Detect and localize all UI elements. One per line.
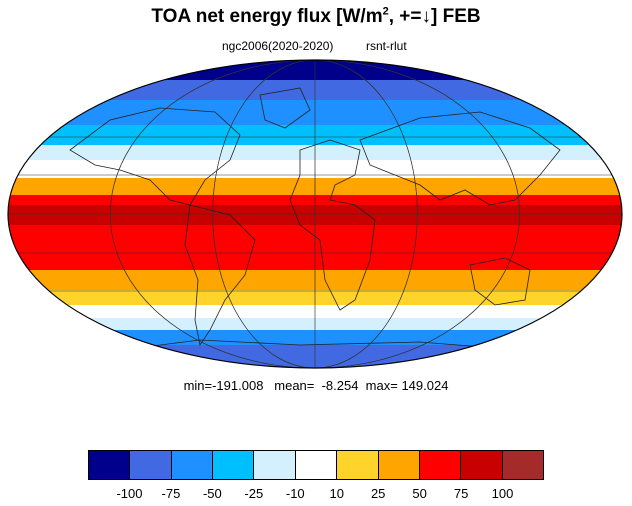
flux-band [8, 225, 622, 245]
flux-band [8, 205, 622, 225]
colorbar-segment [461, 451, 503, 479]
title-main: TOA net energy flux [W/m [151, 6, 383, 27]
colorbar-segment [171, 451, 214, 479]
plot-title: TOA net energy flux [W/m2, +=↓] FEB [0, 6, 632, 28]
colorbar-label: -75 [161, 486, 181, 501]
colorbar-segment [213, 451, 255, 479]
colorbar-segment [130, 451, 172, 479]
flux-band [8, 80, 622, 100]
colorbar-label: 50 [412, 486, 427, 501]
colorbar-segment [419, 451, 462, 479]
colorbar-segment [89, 451, 131, 479]
colorbar-label: 100 [491, 486, 514, 501]
title-suffix: , +=↓] FEB [388, 6, 481, 27]
colorbar-label: -50 [202, 486, 222, 501]
flux-band [8, 178, 622, 195]
meridian-line [110, 60, 520, 368]
flux-band [8, 290, 622, 305]
colorbar-label: -100 [116, 486, 143, 501]
subtitle-variable: rsnt-rlut [366, 39, 407, 53]
flux-band [8, 270, 622, 290]
flux-band [8, 330, 622, 345]
field-statistics: min=-191.008 mean= -8.254 max= 149.024 [183, 378, 449, 393]
graticule [8, 60, 622, 368]
title-superscript: 2 [382, 5, 389, 18]
colorbar-label: -10 [285, 486, 305, 501]
flux-band [8, 100, 622, 125]
colorbar-segment [378, 451, 420, 479]
flux-band [8, 245, 622, 270]
colorbar-segment [502, 451, 543, 479]
flux-band [8, 195, 622, 205]
colorbar-segment [254, 451, 296, 479]
colorbar-segment [337, 451, 379, 479]
coastlines [69, 87, 561, 368]
meridian-line [212, 60, 418, 368]
flux-band [8, 145, 622, 160]
colorbar-label: 75 [453, 486, 469, 501]
mollweide-map [7, 59, 623, 369]
colorbar-labels: -100 -75 -50 -25 -10 10 25 50 75 100 [88, 486, 544, 502]
flux-band [8, 125, 622, 145]
flux-band [8, 305, 622, 318]
subtitle-case: ngc2006(2020-2020) [222, 39, 334, 53]
colorbar-label: -25 [244, 486, 264, 501]
map-outline [7, 59, 623, 369]
colorbar-label: 10 [329, 486, 344, 501]
colorbar-label: 25 [370, 486, 386, 501]
flux-band [8, 60, 622, 80]
flux-band [8, 345, 622, 368]
colorbar [88, 450, 544, 480]
colorbar-segment [295, 451, 338, 479]
